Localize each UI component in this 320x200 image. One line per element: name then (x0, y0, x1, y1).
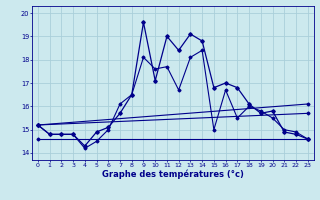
X-axis label: Graphe des températures (°c): Graphe des températures (°c) (102, 169, 244, 179)
